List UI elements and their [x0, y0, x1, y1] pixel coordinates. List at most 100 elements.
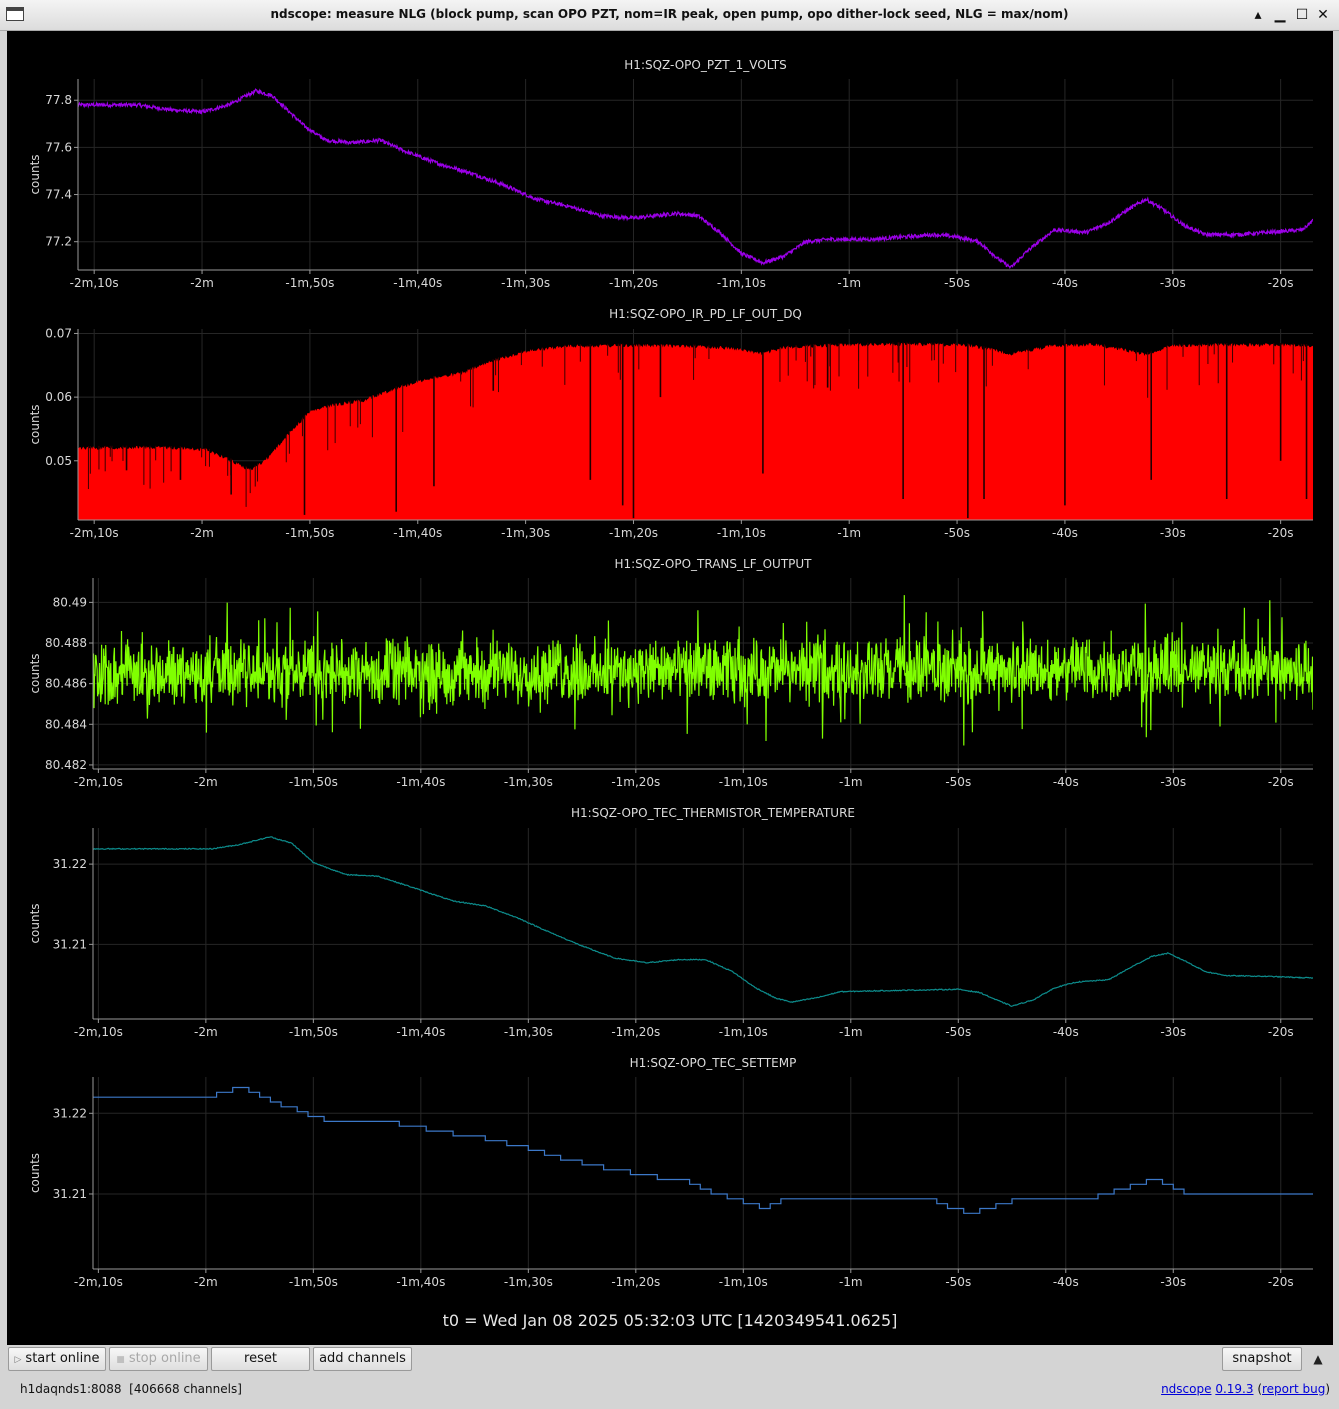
x-tick-label: -1m,40s	[396, 775, 445, 789]
y-tick-label: 80.488	[45, 636, 87, 650]
series-line	[93, 595, 1313, 746]
x-tick-label: -1m	[839, 1025, 863, 1039]
stop-icon: ■	[116, 1355, 125, 1365]
window-titlebar: ndscope: measure NLG (block pump, scan O…	[0, 0, 1339, 31]
x-tick-label: -40s	[1052, 276, 1078, 290]
plots-canvas[interactable]: H1:SQZ-OPO_PZT_1_VOLTS -2m,10s -2m -1m,50s -…	[7, 31, 1333, 1345]
x-tick-label: -30s	[1160, 526, 1186, 540]
y-tick-label: 31.21	[53, 1187, 87, 1201]
x-tick-label: -1m,10s	[717, 276, 766, 290]
x-tick-label: -1m,30s	[504, 1025, 553, 1039]
x-tick-label: -1m,40s	[396, 1275, 445, 1289]
x-tick-label: -30s	[1160, 1275, 1186, 1289]
x-tick-label: -30s	[1160, 775, 1186, 789]
chart-panel-5: H1:SQZ-OPO_TEC_SETTEMP -2m,10s -2m -1m,50s -…	[28, 1056, 1313, 1289]
x-tick-label: -40s	[1053, 1025, 1079, 1039]
y-tick-label: 0.05	[45, 454, 72, 468]
add-channels-button[interactable]: add channels	[313, 1347, 412, 1371]
x-tick-label: -1m,20s	[611, 1025, 660, 1039]
x-tick-label: -20s	[1268, 276, 1294, 290]
series-line	[93, 1086, 1313, 1214]
x-tick-label: -1m,50s	[285, 276, 334, 290]
stop-online-button[interactable]: ■ stop online	[109, 1347, 208, 1371]
y-tick-label: 77.6	[45, 140, 72, 154]
y-tick-label: 31.22	[53, 1106, 87, 1120]
scope-plot-area[interactable]: H1:SQZ-OPO_PZT_1_VOLTS -2m,10s -2m -1m,50s -…	[7, 31, 1333, 1345]
x-tick-label: -50s	[944, 526, 970, 540]
x-tick-label: -1m	[839, 1275, 863, 1289]
series-area	[78, 342, 1313, 520]
y-tick-label: 0.07	[45, 326, 72, 340]
x-tick-label: -20s	[1268, 775, 1294, 789]
x-tick-label: -1m,40s	[396, 1025, 445, 1039]
shade-icon[interactable]: ▴	[1254, 7, 1262, 23]
version-link[interactable]: 0.19.3	[1215, 1382, 1254, 1396]
maximize-icon[interactable]: ☐	[1295, 7, 1309, 23]
x-tick-label: -20s	[1268, 1025, 1294, 1039]
x-tick-label: -1m,10s	[719, 775, 768, 789]
x-tick-label: -40s	[1053, 1275, 1079, 1289]
y-tick-label: 31.22	[53, 857, 87, 871]
y-tick-label: 80.482	[45, 758, 87, 772]
x-tick-label: -1m,50s	[289, 1025, 338, 1039]
chart-title: H1:SQZ-OPO_PZT_1_VOLTS	[624, 58, 786, 72]
x-tick-label: -2m,10s	[74, 1025, 123, 1039]
chart-title: H1:SQZ-OPO_IR_PD_LF_OUT_DQ	[609, 307, 802, 321]
chart-title: H1:SQZ-OPO_TEC_SETTEMP	[630, 1056, 797, 1070]
x-tick-label: -1m,40s	[393, 276, 442, 290]
series-line	[93, 836, 1313, 1008]
series-line	[78, 88, 1313, 270]
y-tick-label: 80.484	[45, 717, 87, 731]
x-tick-label: -30s	[1160, 1025, 1186, 1039]
x-tick-label: -40s	[1052, 526, 1078, 540]
chart-title: H1:SQZ-OPO_TEC_THERMISTOR_TEMPERATURE	[571, 806, 855, 820]
footer-links: ndscope 0.19.3 (report bug)	[1161, 1382, 1330, 1396]
x-tick-label: -1m	[837, 526, 861, 540]
chart-title: H1:SQZ-OPO_TRANS_LF_OUTPUT	[614, 557, 812, 571]
app-window-icon[interactable]	[6, 7, 24, 21]
y-axis-label: counts	[28, 903, 42, 943]
x-tick-label: -50s	[944, 276, 970, 290]
snapshot-button[interactable]: snapshot	[1222, 1347, 1302, 1371]
x-tick-label: -20s	[1268, 1275, 1294, 1289]
x-tick-label: -1m,20s	[611, 775, 660, 789]
close-icon[interactable]: ✕	[1317, 7, 1329, 23]
t0-label: t0 = Wed Jan 08 2025 05:32:03 UTC [14203…	[442, 1311, 898, 1330]
y-tick-label: 77.2	[45, 235, 72, 249]
x-tick-label: -40s	[1053, 775, 1079, 789]
chart-panel-4: H1:SQZ-OPO_TEC_THERMISTOR_TEMPERATURE -2m…	[28, 806, 1313, 1039]
collapse-arrow-icon[interactable]: ▲	[1313, 1352, 1323, 1366]
x-tick-label: -2m	[194, 1275, 218, 1289]
y-tick-label: 77.8	[45, 93, 72, 107]
x-tick-label: -50s	[945, 1275, 971, 1289]
y-tick-label: 31.21	[53, 937, 87, 951]
x-tick-label: -30s	[1160, 276, 1186, 290]
y-axis-label: counts	[28, 1153, 42, 1193]
x-tick-label: -1m,30s	[501, 526, 550, 540]
x-tick-label: -50s	[945, 1025, 971, 1039]
x-tick-label: -1m	[839, 775, 863, 789]
x-tick-label: -2m,10s	[74, 1275, 123, 1289]
x-tick-label: -1m,50s	[285, 526, 334, 540]
y-axis-label: counts	[28, 154, 42, 194]
x-tick-label: -1m,20s	[611, 1275, 660, 1289]
start-online-button[interactable]: ▷ start online	[8, 1347, 106, 1371]
reset-button[interactable]: reset	[211, 1347, 310, 1371]
y-tick-label: 80.49	[53, 595, 87, 609]
x-tick-label: -2m	[190, 526, 214, 540]
minimize-icon[interactable]: ▁	[1274, 7, 1286, 23]
x-tick-label: -1m,10s	[719, 1275, 768, 1289]
ndscope-link[interactable]: ndscope	[1161, 1382, 1212, 1396]
x-tick-label: -1m,40s	[393, 526, 442, 540]
x-tick-label: -1m	[837, 276, 861, 290]
x-tick-label: -1m,20s	[609, 526, 658, 540]
report-bug-link[interactable]: report bug	[1262, 1382, 1326, 1396]
x-tick-label: -2m,10s	[70, 276, 119, 290]
x-tick-label: -20s	[1268, 526, 1294, 540]
chart-panel-1: H1:SQZ-OPO_PZT_1_VOLTS -2m,10s -2m -1m,50s -…	[28, 58, 1313, 290]
y-tick-label: 80.486	[45, 677, 87, 691]
x-tick-label: -1m,30s	[504, 1275, 553, 1289]
x-tick-label: -1m,10s	[719, 1025, 768, 1039]
status-bar: h1daqnds1:8088 [406668 channels]	[20, 1382, 242, 1396]
channel-count: [406668 channels]	[129, 1382, 242, 1396]
